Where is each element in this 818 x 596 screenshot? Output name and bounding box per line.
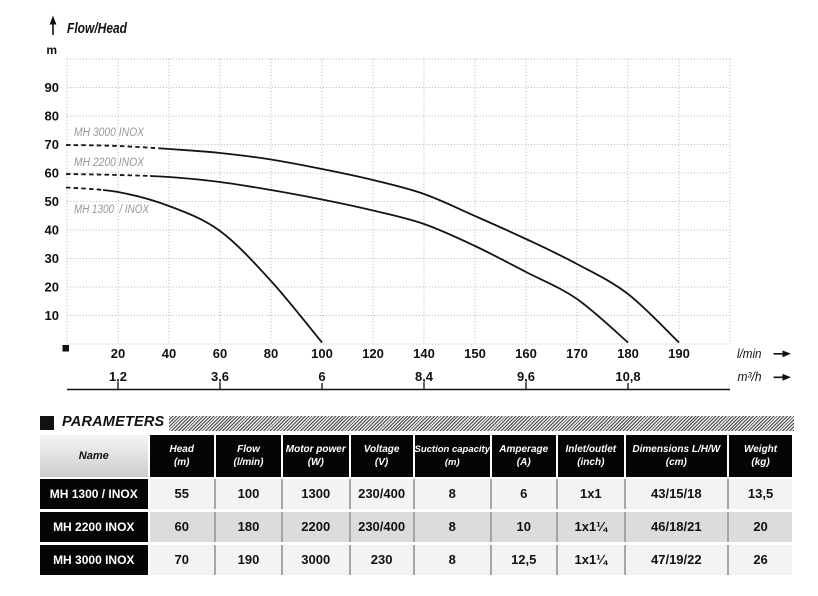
svg-text:m³/h: m³/h	[738, 370, 762, 384]
svg-text:10: 10	[45, 308, 59, 323]
svg-text:3,6: 3,6	[211, 369, 229, 384]
svg-text:40: 40	[162, 346, 176, 361]
svg-text:80: 80	[264, 346, 278, 361]
svg-text:180: 180	[617, 346, 639, 361]
svg-text:m: m	[46, 43, 57, 57]
svg-text:100: 100	[311, 346, 333, 361]
svg-text:30: 30	[45, 251, 59, 266]
svg-text:9,6: 9,6	[517, 369, 535, 384]
svg-text:20: 20	[111, 346, 125, 361]
svg-text:Flow/Head: Flow/Head	[67, 21, 128, 37]
svg-text:MH 1300 / INOX: MH 1300 / INOX	[74, 204, 150, 216]
svg-text:80: 80	[45, 109, 59, 124]
svg-text:70: 70	[45, 137, 59, 152]
svg-text:120: 120	[362, 346, 384, 361]
svg-text:MH 2200 INOX: MH 2200 INOX	[74, 157, 145, 169]
svg-text:150: 150	[464, 346, 486, 361]
svg-text:6: 6	[318, 369, 325, 384]
svg-text:90: 90	[45, 80, 59, 95]
svg-text:10,8: 10,8	[615, 369, 640, 384]
svg-text:160: 160	[515, 346, 537, 361]
svg-text:MH 3000 INOX: MH 3000 INOX	[74, 127, 145, 139]
svg-text:140: 140	[413, 346, 435, 361]
svg-text:20: 20	[45, 280, 59, 295]
svg-text:50: 50	[45, 194, 59, 209]
svg-text:8,4: 8,4	[415, 369, 434, 384]
svg-text:40: 40	[45, 223, 59, 238]
svg-text:170: 170	[566, 346, 588, 361]
svg-text:190: 190	[668, 346, 690, 361]
svg-text:60: 60	[45, 166, 59, 181]
svg-text:l/min: l/min	[737, 347, 762, 361]
svg-text:1,2: 1,2	[109, 369, 127, 384]
svg-text:60: 60	[213, 346, 227, 361]
